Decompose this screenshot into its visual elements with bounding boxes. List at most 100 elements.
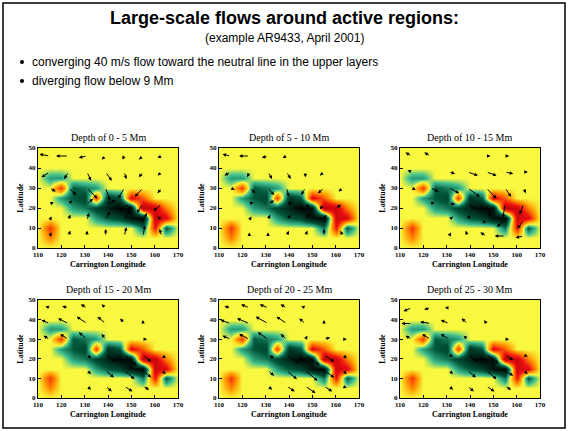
svg-text:50: 50 (210, 296, 218, 304)
svg-text:0: 0 (32, 244, 36, 252)
svg-text:40: 40 (391, 316, 399, 324)
svg-text:Carrington Longitude: Carrington Longitude (70, 260, 146, 269)
svg-text:Carrington Longitude: Carrington Longitude (251, 410, 327, 419)
svg-text:50: 50 (391, 296, 399, 304)
svg-text:50: 50 (210, 144, 218, 152)
svg-text:Latitude: Latitude (197, 183, 206, 213)
svg-text:160: 160 (511, 401, 522, 409)
svg-text:130: 130 (79, 251, 90, 259)
svg-text:0: 0 (213, 394, 217, 402)
svg-text:Latitude: Latitude (378, 183, 387, 213)
svg-text:20: 20 (210, 355, 218, 363)
svg-text:20: 20 (210, 204, 218, 212)
svg-text:120: 120 (56, 251, 67, 259)
svg-text:150: 150 (307, 251, 318, 259)
svg-text:10: 10 (210, 224, 218, 232)
svg-text:Carrington Longitude: Carrington Longitude (251, 260, 327, 269)
svg-text:40: 40 (210, 164, 218, 172)
svg-text:160: 160 (149, 251, 160, 259)
svg-text:30: 30 (391, 336, 399, 344)
svg-text:120: 120 (237, 251, 248, 259)
svg-text:Depth of 5 - 10 Mm: Depth of 5 - 10 Mm (249, 132, 329, 143)
svg-text:50: 50 (29, 296, 37, 304)
svg-text:140: 140 (284, 401, 295, 409)
svg-text:20: 20 (391, 204, 399, 212)
svg-text:Carrington Longitude: Carrington Longitude (432, 260, 508, 269)
svg-text:Carrington Longitude: Carrington Longitude (70, 410, 146, 419)
svg-text:0: 0 (394, 244, 398, 252)
svg-text:converging 40 m/s flow toward: converging 40 m/s flow toward the neutra… (32, 55, 378, 69)
svg-text:10: 10 (29, 224, 37, 232)
svg-text:160: 160 (149, 401, 160, 409)
svg-text:130: 130 (441, 401, 452, 409)
svg-text:30: 30 (210, 184, 218, 192)
svg-text:10: 10 (210, 375, 218, 383)
svg-text:120: 120 (56, 401, 67, 409)
svg-text:30: 30 (29, 336, 37, 344)
svg-text:130: 130 (79, 401, 90, 409)
svg-text:30: 30 (210, 336, 218, 344)
svg-text:0: 0 (32, 394, 36, 402)
svg-text:10: 10 (391, 375, 399, 383)
svg-text:160: 160 (511, 251, 522, 259)
svg-text:150: 150 (126, 401, 137, 409)
svg-text:170: 170 (173, 251, 184, 259)
svg-text:110: 110 (395, 401, 406, 409)
svg-text:170: 170 (535, 401, 546, 409)
svg-text:40: 40 (29, 316, 37, 324)
svg-text:120: 120 (418, 251, 429, 259)
svg-text:40: 40 (391, 164, 399, 172)
svg-text:150: 150 (126, 251, 137, 259)
svg-text:160: 160 (330, 401, 341, 409)
svg-text:Depth of 0 - 5 Mm: Depth of 0 - 5 Mm (71, 132, 146, 143)
svg-text:30: 30 (391, 184, 399, 192)
svg-text:150: 150 (488, 251, 499, 259)
svg-text:10: 10 (391, 224, 399, 232)
svg-text:Depth of 15 - 20 Mm: Depth of 15 - 20 Mm (66, 284, 151, 295)
svg-text:50: 50 (29, 144, 37, 152)
svg-text:150: 150 (488, 401, 499, 409)
svg-text:Depth of 25 - 30 Mm: Depth of 25 - 30 Mm (427, 284, 512, 295)
svg-text:140: 140 (465, 401, 476, 409)
svg-text:diverging flow below 9 Mm: diverging flow below 9 Mm (32, 74, 173, 88)
svg-text:Depth of 20 - 25 Mm: Depth of 20 - 25 Mm (247, 284, 332, 295)
svg-text:170: 170 (173, 401, 184, 409)
svg-text:110: 110 (395, 251, 406, 259)
svg-text:130: 130 (260, 251, 271, 259)
svg-text:140: 140 (103, 401, 114, 409)
svg-text:110: 110 (214, 401, 225, 409)
svg-text:Latitude: Latitude (197, 334, 206, 364)
svg-text:(example AR9433, April 2001): (example AR9433, April 2001) (205, 31, 364, 45)
svg-text:50: 50 (391, 144, 399, 152)
svg-text:30: 30 (29, 184, 37, 192)
svg-text:150: 150 (307, 401, 318, 409)
svg-text:20: 20 (391, 355, 399, 363)
svg-text:170: 170 (354, 251, 365, 259)
svg-text:10: 10 (29, 375, 37, 383)
svg-text:40: 40 (29, 164, 37, 172)
svg-text:Latitude: Latitude (16, 183, 25, 213)
svg-text:170: 170 (354, 401, 365, 409)
svg-text:130: 130 (441, 251, 452, 259)
svg-text:20: 20 (29, 204, 37, 212)
svg-text:Carrington Longitude: Carrington Longitude (432, 410, 508, 419)
svg-text:120: 120 (237, 401, 248, 409)
svg-text:0: 0 (394, 394, 398, 402)
svg-text:20: 20 (29, 355, 37, 363)
svg-text:Depth of 10 - 15 Mm: Depth of 10 - 15 Mm (427, 132, 512, 143)
svg-text:110: 110 (33, 251, 44, 259)
svg-text:140: 140 (103, 251, 114, 259)
svg-text:110: 110 (33, 401, 44, 409)
svg-text:170: 170 (535, 251, 546, 259)
svg-text:120: 120 (418, 401, 429, 409)
svg-text:40: 40 (210, 316, 218, 324)
svg-text:Large-scale flows around activ: Large-scale flows around active regions: (110, 8, 459, 28)
svg-text:110: 110 (214, 251, 225, 259)
svg-text:160: 160 (330, 251, 341, 259)
svg-text:140: 140 (284, 251, 295, 259)
svg-text:140: 140 (465, 251, 476, 259)
svg-text:130: 130 (260, 401, 271, 409)
svg-text:0: 0 (213, 244, 217, 252)
svg-text:Latitude: Latitude (16, 334, 25, 364)
svg-text:Latitude: Latitude (378, 334, 387, 364)
